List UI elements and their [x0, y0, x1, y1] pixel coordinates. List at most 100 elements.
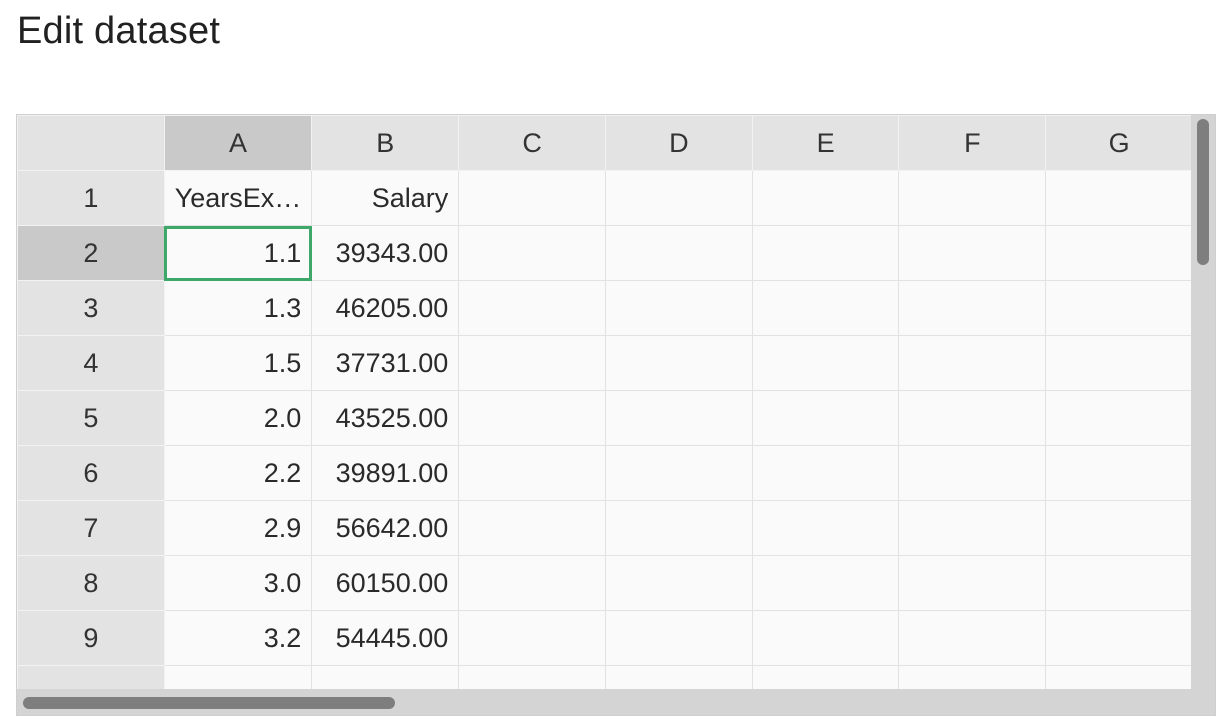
cell[interactable]: [751, 280, 900, 336]
cell[interactable]: YearsEx…: [163, 170, 313, 226]
cell[interactable]: [458, 170, 606, 226]
cell[interactable]: [1045, 335, 1193, 391]
cell[interactable]: [751, 170, 900, 226]
cell[interactable]: [604, 280, 753, 336]
cell[interactable]: [751, 390, 900, 446]
cell[interactable]: 2.2: [163, 445, 313, 501]
cell[interactable]: [751, 555, 900, 611]
table-row: 1 YearsEx… Salary: [17, 170, 1193, 226]
column-header-a[interactable]: A: [163, 115, 313, 171]
cell[interactable]: [1045, 280, 1193, 336]
cell[interactable]: [604, 500, 753, 556]
cell[interactable]: [751, 335, 900, 391]
table-row: 5 2.0 43525.00: [17, 390, 1193, 446]
cell[interactable]: [1045, 445, 1193, 501]
cell[interactable]: 39891.00: [311, 445, 460, 501]
cell[interactable]: [1045, 665, 1193, 689]
row-header[interactable]: 8: [17, 555, 165, 611]
cell[interactable]: [458, 665, 606, 689]
spreadsheet: A B C D E F G 1 YearsEx… Salary: [16, 114, 1216, 716]
cell[interactable]: [458, 335, 606, 391]
cell[interactable]: [604, 335, 753, 391]
cell[interactable]: [1045, 170, 1193, 226]
vertical-scrollbar[interactable]: [1191, 115, 1215, 689]
spreadsheet-viewport: A B C D E F G 1 YearsEx… Salary: [17, 115, 1193, 689]
row-header[interactable]: 6: [17, 445, 165, 501]
cell[interactable]: [898, 280, 1047, 336]
cell[interactable]: [163, 665, 313, 689]
cell[interactable]: 43525.00: [311, 390, 460, 446]
row-header[interactable]: 9: [17, 610, 165, 666]
cell[interactable]: 60150.00: [311, 555, 460, 611]
cell[interactable]: [458, 280, 606, 336]
cell[interactable]: 37731.00: [311, 335, 460, 391]
cell[interactable]: [1045, 390, 1193, 446]
cell[interactable]: [898, 225, 1047, 281]
cell[interactable]: [604, 555, 753, 611]
cell[interactable]: [458, 610, 606, 666]
cell[interactable]: [311, 665, 460, 689]
row-header[interactable]: 2: [17, 225, 165, 281]
column-header-b[interactable]: B: [311, 115, 460, 171]
row-header[interactable]: 1: [17, 170, 165, 226]
cell[interactable]: 46205.00: [311, 280, 460, 336]
column-header-c[interactable]: C: [458, 115, 606, 171]
cell[interactable]: [458, 445, 606, 501]
cell[interactable]: [898, 335, 1047, 391]
active-cell[interactable]: 1.1: [163, 225, 313, 281]
cell[interactable]: 3.0: [163, 555, 313, 611]
cell[interactable]: [751, 500, 900, 556]
vertical-scroll-thumb[interactable]: [1197, 119, 1209, 265]
scrollbar-corner: [1191, 689, 1215, 715]
cell[interactable]: [1045, 610, 1193, 666]
cell[interactable]: [898, 555, 1047, 611]
cell[interactable]: [604, 390, 753, 446]
horizontal-scrollbar[interactable]: [17, 689, 1193, 715]
row-header[interactable]: 4: [17, 335, 165, 391]
row-header[interactable]: [17, 665, 165, 689]
column-header-g[interactable]: G: [1045, 115, 1193, 171]
cell[interactable]: [751, 445, 900, 501]
column-header-f[interactable]: F: [898, 115, 1047, 171]
cell[interactable]: [604, 665, 753, 689]
cell[interactable]: [898, 445, 1047, 501]
cell[interactable]: [458, 555, 606, 611]
cell[interactable]: [898, 390, 1047, 446]
table-row: 4 1.5 37731.00: [17, 335, 1193, 391]
cell[interactable]: [898, 170, 1047, 226]
row-header[interactable]: 7: [17, 500, 165, 556]
cell[interactable]: [751, 665, 900, 689]
cell[interactable]: [898, 500, 1047, 556]
cell[interactable]: [458, 390, 606, 446]
column-header-e[interactable]: E: [751, 115, 900, 171]
horizontal-scroll-thumb[interactable]: [23, 697, 395, 709]
cell[interactable]: [1045, 500, 1193, 556]
cell[interactable]: 2.9: [163, 500, 313, 556]
cell[interactable]: 2.0: [163, 390, 313, 446]
cell[interactable]: [751, 225, 900, 281]
cell[interactable]: [458, 225, 606, 281]
cell[interactable]: 54445.00: [311, 610, 460, 666]
row-header[interactable]: 3: [17, 280, 165, 336]
cell[interactable]: [1045, 555, 1193, 611]
cell[interactable]: 56642.00: [311, 500, 460, 556]
cell[interactable]: [751, 610, 900, 666]
cell[interactable]: [604, 445, 753, 501]
cell[interactable]: [604, 225, 753, 281]
cell[interactable]: [604, 170, 753, 226]
column-header-row: A B C D E F G: [17, 115, 1193, 171]
cell[interactable]: [604, 610, 753, 666]
cell[interactable]: 1.3: [163, 280, 313, 336]
column-header-d[interactable]: D: [604, 115, 753, 171]
cell[interactable]: 1.5: [163, 335, 313, 391]
cell[interactable]: [1045, 225, 1193, 281]
cell[interactable]: [898, 665, 1047, 689]
table-row: 9 3.2 54445.00: [17, 610, 1193, 666]
cell[interactable]: [458, 500, 606, 556]
row-header[interactable]: 5: [17, 390, 165, 446]
cell[interactable]: Salary: [311, 170, 460, 226]
select-all-corner[interactable]: [17, 115, 165, 171]
cell[interactable]: 39343.00: [311, 225, 460, 281]
cell[interactable]: [898, 610, 1047, 666]
cell[interactable]: 3.2: [163, 610, 313, 666]
